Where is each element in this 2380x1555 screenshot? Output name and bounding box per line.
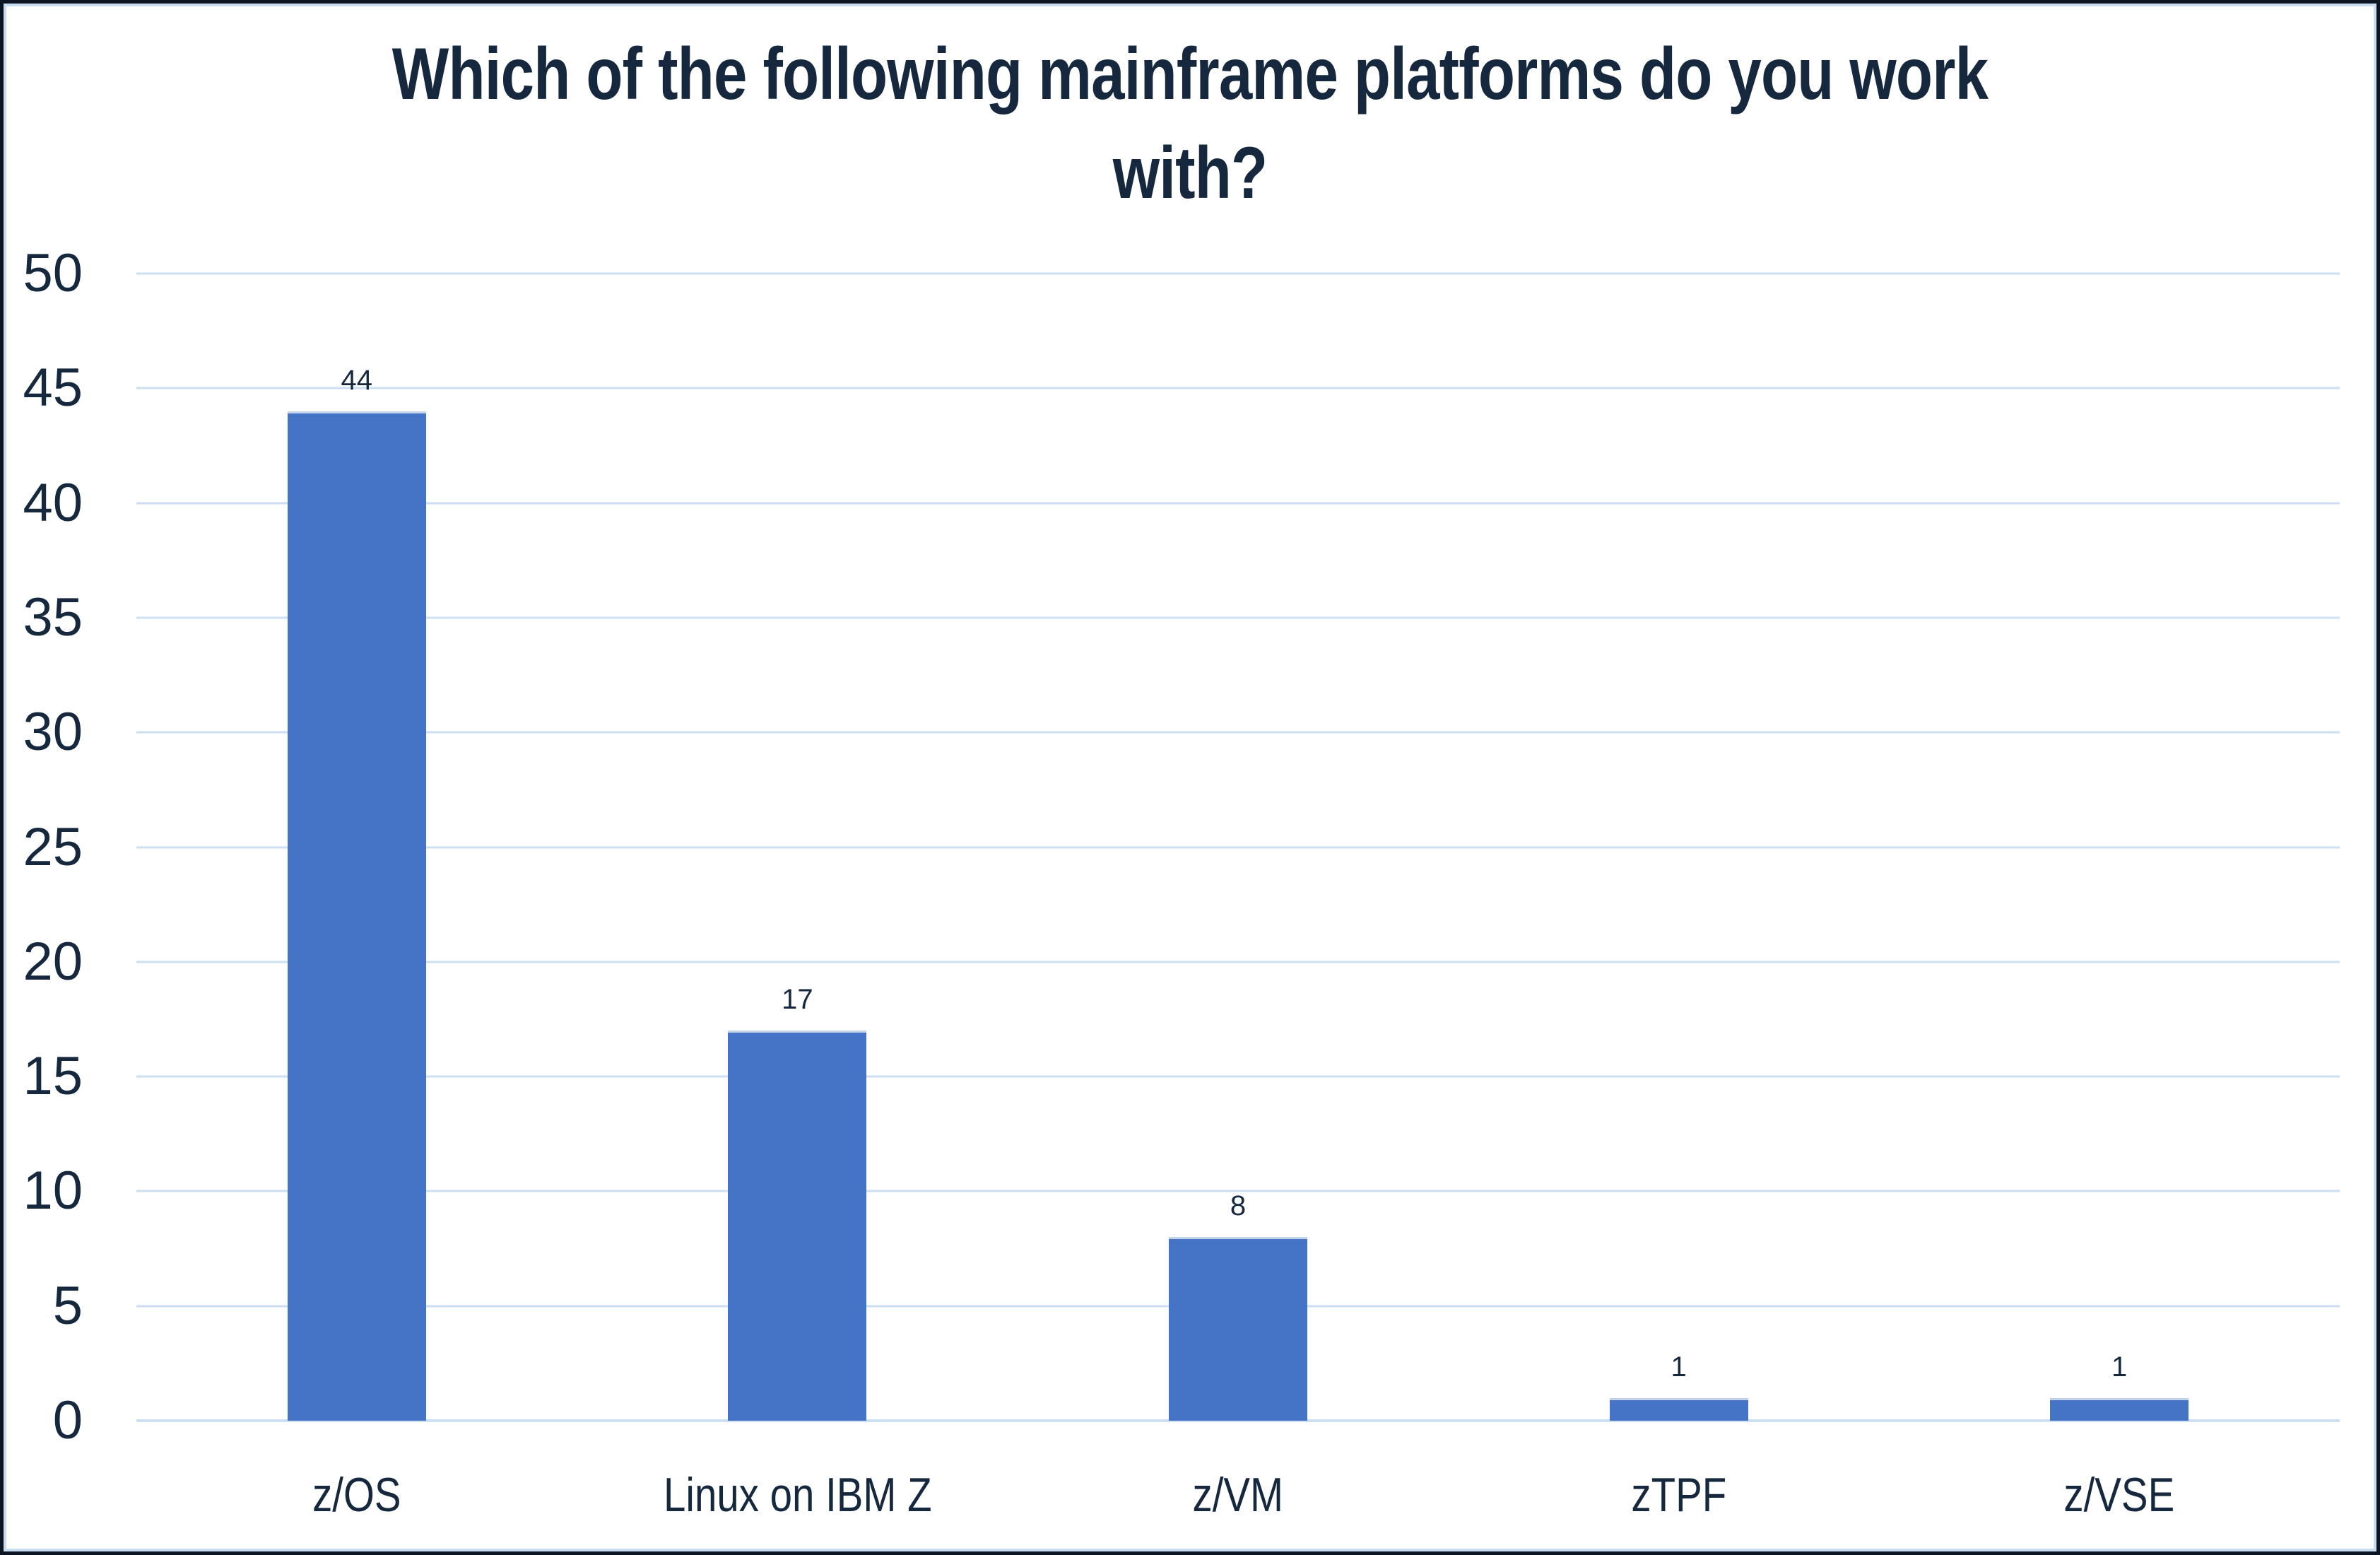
gridline-30 [136,731,2340,734]
plot-area: 44 17 8 1 1 [136,272,2340,1422]
bar-slot-linux-on-ibm-z: 17 [577,274,1018,1421]
gridline-35 [136,616,2340,619]
y-tick-label-50: 50 [23,243,83,303]
gridline-25 [136,846,2340,848]
bar-linux-on-ibm-z [728,1031,867,1421]
category-label: z/VSE [2063,1468,2175,1522]
bar-slot-ztpf: 1 [1459,274,1899,1421]
y-tick-label-45: 45 [23,358,83,418]
bar-slot-z-vse: 1 [1899,274,2340,1421]
gridline-10 [136,1190,2340,1192]
category-label: Linux on IBM Z [663,1468,932,1522]
y-tick-label-10: 10 [23,1161,83,1221]
chart-canvas: Which of the following mainframe platfor… [4,4,2376,1551]
y-tick-label-20: 20 [23,931,83,992]
category-label: zTPF [1631,1468,1726,1522]
bar-series: 44 17 8 1 1 [136,274,2340,1421]
value-label: 44 [341,364,373,396]
gridline-50 [136,272,2340,275]
category-label: z/VM [1192,1468,1284,1522]
y-axis: 0 5 10 15 20 25 30 35 40 45 50 [6,247,83,1448]
gridline-0 [136,1419,2340,1422]
bar-slot-z-vm: 8 [1018,274,1459,1421]
bar-z-vm [1168,1237,1307,1421]
gridline-45 [136,387,2340,389]
bar-slot-z-os: 44 [136,274,577,1421]
value-label: 17 [782,984,813,1016]
y-tick-label-35: 35 [23,587,83,647]
value-label: 1 [2111,1351,2128,1383]
y-tick-label-0: 0 [52,1390,83,1450]
category-label: z/OS [312,1468,401,1522]
value-label: 1 [1671,1351,1687,1383]
y-tick-label-30: 30 [23,702,83,763]
bar-ztpf [1609,1397,1748,1421]
y-tick-label-40: 40 [23,472,83,533]
bar-z-vse [2050,1397,2189,1421]
y-tick-label-15: 15 [23,1046,83,1107]
gridline-20 [136,961,2340,963]
value-label: 8 [1230,1190,1247,1222]
gridline-15 [136,1075,2340,1078]
chart-title: Which of the following mainframe platfor… [391,33,1989,214]
chart-title-wrap: Which of the following mainframe platfor… [6,25,2374,223]
gridline-40 [136,502,2340,505]
bar-z-os [287,411,426,1421]
y-tick-label-25: 25 [23,816,83,877]
x-axis: z/OS Linux on IBM Z z/VM zTPF z/VSE [136,1471,2340,1519]
y-tick-label-5: 5 [52,1275,83,1336]
